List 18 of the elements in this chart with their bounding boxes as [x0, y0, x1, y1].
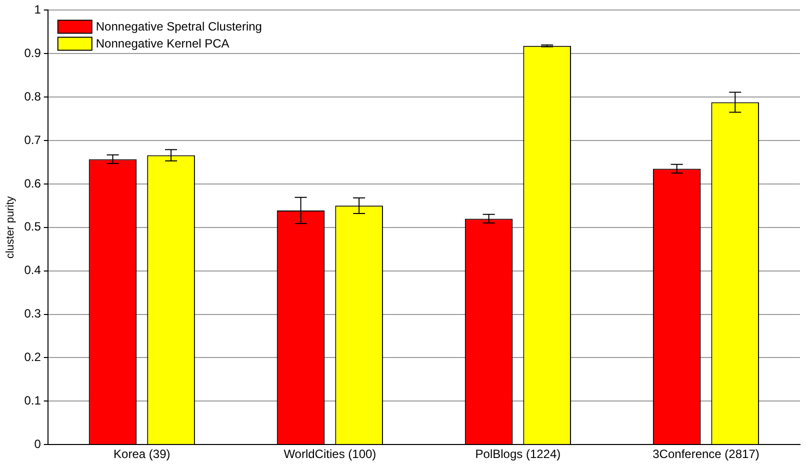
x-tick-label: 3Conference (2817)	[652, 447, 760, 462]
y-tick-label: 0.1	[24, 393, 42, 408]
legend-label: Nonnegative Spetral Clustering	[96, 20, 262, 34]
x-tick-label: WorldCities (100)	[284, 447, 376, 462]
y-tick-label: 1	[34, 2, 42, 17]
x-tick-label: PolBlogs (1224)	[475, 447, 561, 462]
y-tick-label: 0.7	[24, 132, 42, 147]
y-tick-label: 0.5	[24, 220, 42, 234]
y-axis-title: cluster purity	[4, 196, 17, 259]
y-tick-label: 0.2	[24, 350, 42, 364]
x-tick-label: Korea (39)	[114, 447, 170, 462]
y-tick-label: 0.4	[24, 263, 42, 278]
y-tick-label: 0	[34, 436, 42, 451]
legend-label: Nonnegative Kernel PCA	[96, 36, 230, 51]
y-tick-label: 0.6	[24, 176, 42, 190]
y-tick-label: 0.8	[24, 89, 42, 104]
y-tick-label: 0.9	[24, 46, 42, 60]
y-tick-label: 0.3	[24, 306, 42, 321]
